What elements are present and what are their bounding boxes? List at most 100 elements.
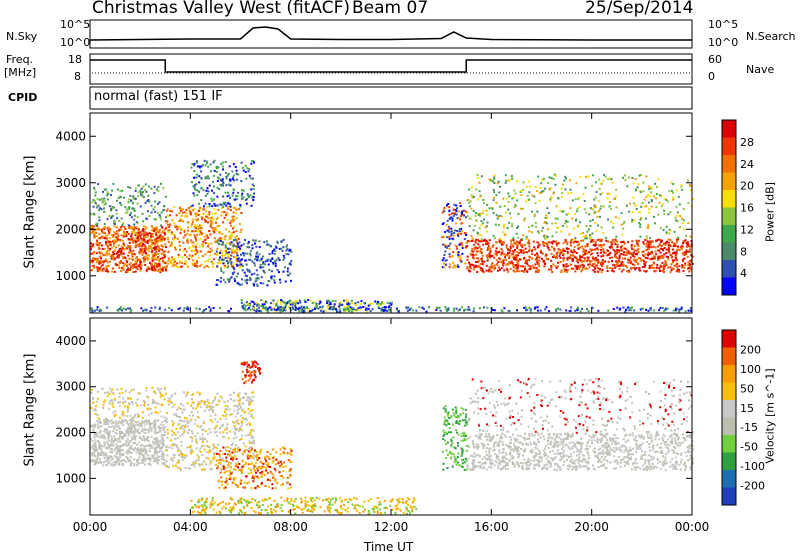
power-echo-cell <box>98 260 101 263</box>
noise-panel-frame <box>89 19 693 49</box>
power-echo-cell <box>492 212 495 215</box>
velocity-echo-cell <box>121 464 124 467</box>
power-echo-cell <box>619 241 622 244</box>
power-echo-cell <box>265 301 268 304</box>
power-echo-cell <box>95 252 98 255</box>
velocity-echo-cell <box>144 463 146 466</box>
velocity-echo-cell <box>132 430 135 433</box>
power-echo-cell <box>480 258 483 261</box>
power-echo-cell <box>307 307 310 310</box>
power-echo-cell <box>545 253 547 256</box>
power-echo-cell <box>604 252 607 255</box>
power-echo-cell <box>186 232 189 235</box>
power-echo-cell <box>506 227 509 229</box>
velocity-echo-cell <box>93 463 96 466</box>
velocity-echo-cell <box>139 449 142 451</box>
velocity-echo-cell <box>119 421 122 424</box>
power-echo-cell <box>491 262 494 265</box>
velocity-echo-cell <box>161 452 164 455</box>
power-echo-cell <box>684 241 687 244</box>
power-echo-cell <box>161 226 164 229</box>
power-echo-cell <box>253 184 255 187</box>
power-echo-cell <box>495 254 498 257</box>
power-echo-cell <box>628 309 631 312</box>
power-echo-cell <box>236 247 238 250</box>
power-echo-cell <box>334 308 337 310</box>
power-echo-cell <box>132 197 135 200</box>
power-echo-cell <box>217 279 220 281</box>
velocity-echo-cell <box>136 460 138 463</box>
power-echo-cell <box>237 173 240 176</box>
power-echo-cell <box>195 239 198 242</box>
power-echo-cell <box>150 229 153 232</box>
power-echo-cell <box>199 250 202 253</box>
power-echo-cell <box>304 307 307 310</box>
power-echo-cell <box>249 254 252 257</box>
power-echo-cell <box>290 260 293 263</box>
power-echo-cell <box>150 246 153 249</box>
velocity-echo-cell <box>100 425 103 428</box>
power-echo-cell <box>201 232 204 235</box>
velocity-echo-cell <box>148 447 151 450</box>
velocity-echo-cell <box>108 446 111 449</box>
power-echo-cell <box>466 215 469 218</box>
power-echo-cell <box>564 222 567 225</box>
power-echo-cell <box>442 243 444 246</box>
velocity-echo-cell <box>118 459 121 462</box>
power-echo-cell <box>530 250 533 253</box>
power-echo-cell <box>492 265 495 268</box>
power-echo-cell <box>454 229 457 232</box>
power-echo-cell <box>160 211 163 214</box>
power-echo-cell <box>472 210 475 212</box>
power-echo-cell <box>179 208 182 211</box>
power-echo-cell <box>317 307 320 310</box>
velocity-echo-cell <box>161 442 164 445</box>
power-echo-cell <box>272 302 275 305</box>
power-echo-cell <box>202 217 205 220</box>
power-echo-cell <box>528 191 531 194</box>
power-echo-cell <box>676 238 678 241</box>
power-echo-cell <box>214 221 217 224</box>
power-echo-cell <box>224 257 227 259</box>
power-echo-cell <box>660 239 663 242</box>
power-echo-cell <box>528 255 531 258</box>
power-echo-cell <box>120 225 123 228</box>
power-echo-cell <box>226 174 229 177</box>
velocity-echo-cell <box>108 439 111 442</box>
velocity-echo-cell <box>129 459 132 462</box>
power-echo-cell <box>589 220 592 222</box>
power-echo-cell <box>123 230 126 233</box>
velocity-echo-cell <box>105 446 108 449</box>
power-echo-cell <box>528 198 531 201</box>
power-echo-cell <box>462 209 465 212</box>
power-echo-cell <box>602 262 605 265</box>
velocity-echo-cell <box>155 452 158 455</box>
power-echo-cell <box>475 188 478 191</box>
power-echo-cell <box>598 187 601 190</box>
power-echo-cell <box>445 259 448 262</box>
power-echo-cell <box>618 309 621 311</box>
power-echo-cell <box>143 233 146 236</box>
power-echo-cell <box>535 225 537 228</box>
velocity-echo-cell <box>248 401 251 404</box>
power-echo-cell <box>690 309 693 312</box>
power-echo-cell <box>125 246 128 249</box>
power-echo-cell <box>204 238 207 241</box>
power-echo-cell <box>537 245 540 248</box>
power-echo-cell <box>197 227 200 230</box>
velocity-echo-cell <box>144 457 147 460</box>
power-echo-cell <box>625 308 627 311</box>
velocity-echo-cell <box>110 419 113 422</box>
power-echo-cell <box>602 232 605 235</box>
power-echo-cell <box>154 238 157 241</box>
power-echo-cell <box>678 226 681 229</box>
power-echo-cell <box>209 225 212 228</box>
power-echo-cell <box>658 201 661 204</box>
power-echo-cell <box>675 249 678 252</box>
velocity-echo-cell <box>118 448 121 451</box>
power-echo-cell <box>148 268 151 271</box>
power-echo-cell <box>203 309 206 312</box>
power-echo-cell <box>266 258 269 261</box>
power-echo-cell <box>103 197 106 200</box>
power-echo-cell <box>126 271 129 273</box>
